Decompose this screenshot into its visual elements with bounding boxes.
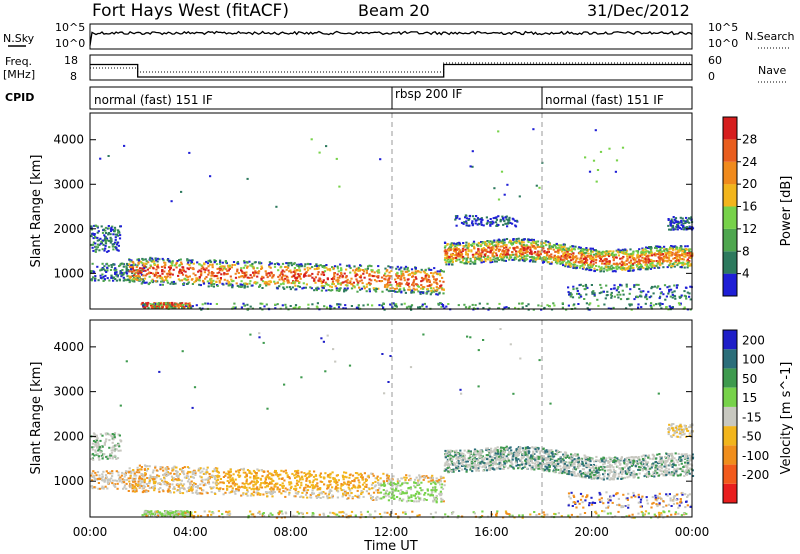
- nsky-label: N.Sky: [3, 32, 35, 45]
- velocity-colorbar-tick: -50: [742, 430, 762, 444]
- time-tick-label: 00:00: [73, 525, 108, 539]
- freq-series: [90, 63, 692, 78]
- freq-label: Freq.: [5, 55, 32, 68]
- frequency-panel: Freq. [MHz] 18 8 60 0 Nave: [3, 54, 786, 83]
- nave-tick-high: 60: [708, 54, 722, 67]
- colorbar-swatch: [723, 117, 737, 140]
- range-tick-label: 4000: [53, 133, 84, 147]
- power-colorbar-tick: 8: [742, 244, 750, 258]
- power-colorbar-tick: 12: [742, 222, 757, 236]
- range-tick-label: 2000: [53, 429, 84, 443]
- velocity-colorbar-tick: -100: [742, 449, 769, 463]
- velocity-colorbar-tick: 100: [742, 353, 765, 367]
- cpid-segment-2: rbsp 200 IF: [395, 87, 462, 101]
- time-tick-label: 16:00: [474, 525, 509, 539]
- power-colorbar-label: Power [dB]: [779, 176, 794, 247]
- power-colorbar-tick: 28: [742, 132, 757, 146]
- nave-label: Nave: [758, 64, 786, 77]
- colorbar-swatch: [723, 273, 737, 296]
- nsearch-label: N.Search: [745, 30, 795, 43]
- power-panel: Slant Range [km] 1000 2000 3000 4000: [29, 112, 695, 311]
- velocity-colorbar-label: Velocity [m s^-1]: [779, 362, 794, 475]
- time-tick-label: 20:00: [574, 525, 609, 539]
- noise-tick-high: 10^5: [55, 21, 85, 34]
- time-tick-label: 00:00: [675, 525, 710, 539]
- power-yticks: 1000 2000 3000 4000: [53, 133, 692, 280]
- velocity-colorbar-tick: 15: [742, 391, 757, 405]
- freq-tick-low: 8: [70, 70, 77, 83]
- velocity-colorbar-tick: 200: [742, 333, 765, 347]
- cpid-label: CPID: [5, 91, 34, 104]
- velocity-colorbar-tick: 50: [742, 372, 757, 386]
- range-tick-label: 3000: [53, 177, 84, 191]
- colorbar-swatch: [723, 228, 737, 252]
- power-data: [90, 128, 695, 311]
- range-tick-label: 1000: [53, 474, 84, 488]
- power-colorbar-tick: 20: [742, 177, 757, 191]
- range-tick-label: 1000: [53, 266, 84, 280]
- velocity-yticks: 1000 2000 3000 4000: [53, 340, 692, 488]
- noise-right-tick-high: 10^5: [708, 21, 738, 34]
- colorbar-swatch: [723, 349, 737, 369]
- date-title: 31/Dec/2012: [587, 1, 690, 20]
- colorbar-swatch: [723, 483, 737, 503]
- colorbar-swatch: [723, 368, 737, 388]
- noise-panel: N.Sky 10^5 10^0 10^5 10^0 N.Search: [3, 21, 795, 50]
- colorbar-swatch: [723, 406, 737, 427]
- range-tick-label: 2000: [53, 222, 84, 236]
- nave-tick-low: 0: [708, 70, 715, 83]
- colorbar-swatch: [723, 161, 737, 185]
- nsky-series: [89, 30, 693, 46]
- colorbar-swatch: [723, 330, 737, 350]
- freq-tick-high: 18: [64, 54, 78, 67]
- range-tick-label: 4000: [53, 340, 84, 354]
- cpid-panel: CPID normal (fast) 151 IF rbsp 200 IF no…: [5, 86, 693, 110]
- freq-unit-label: [MHz]: [3, 68, 35, 81]
- power-colorbar-tick: 16: [742, 200, 757, 214]
- power-colorbar-tick: 24: [742, 155, 757, 169]
- velocity-ylabel: Slant Range [km]: [29, 362, 44, 475]
- colorbar-swatch: [723, 445, 737, 465]
- power-ylabel: Slant Range [km]: [29, 155, 44, 268]
- colorbar-swatch: [723, 184, 737, 207]
- velocity-data: [90, 328, 695, 519]
- colorbar-swatch: [723, 426, 737, 446]
- station-title: Fort Hays West (fitACF): [92, 1, 289, 21]
- time-tick-label: 12:00: [374, 525, 409, 539]
- power-colorbar: 4 8 12 16 20 24 28: [722, 116, 757, 297]
- velocity-colorbar: 200 100 50 15 -15 -50 -100 -200: [722, 329, 769, 504]
- noise-right-tick-low: 10^0: [708, 37, 738, 50]
- time-axis-ticks: 00:00 04:00 08:00 12:00 16:00 20:00 00:00: [73, 511, 710, 539]
- velocity-colorbar-tick: -200: [742, 468, 769, 482]
- time-axis-label: Time UT: [363, 539, 417, 554]
- power-colorbar-tick: 4: [742, 267, 750, 281]
- colorbar-swatch: [723, 464, 737, 484]
- cpid-segment-1: normal (fast) 151 IF: [94, 93, 213, 107]
- time-tick-label: 04:00: [173, 525, 208, 539]
- colorbar-swatch: [723, 206, 737, 229]
- cpid-segment-3: normal (fast) 151 IF: [545, 93, 664, 107]
- range-tick-label: 3000: [53, 385, 84, 399]
- colorbar-swatch: [723, 387, 737, 407]
- time-tick-label: 08:00: [273, 525, 308, 539]
- noise-tick-low: 10^0: [55, 37, 85, 50]
- colorbar-swatch: [723, 139, 737, 162]
- beam-title: Beam 20: [358, 1, 430, 20]
- colorbar-swatch: [723, 251, 737, 274]
- nave-series: [90, 62, 692, 73]
- velocity-colorbar-tick: -15: [742, 410, 762, 424]
